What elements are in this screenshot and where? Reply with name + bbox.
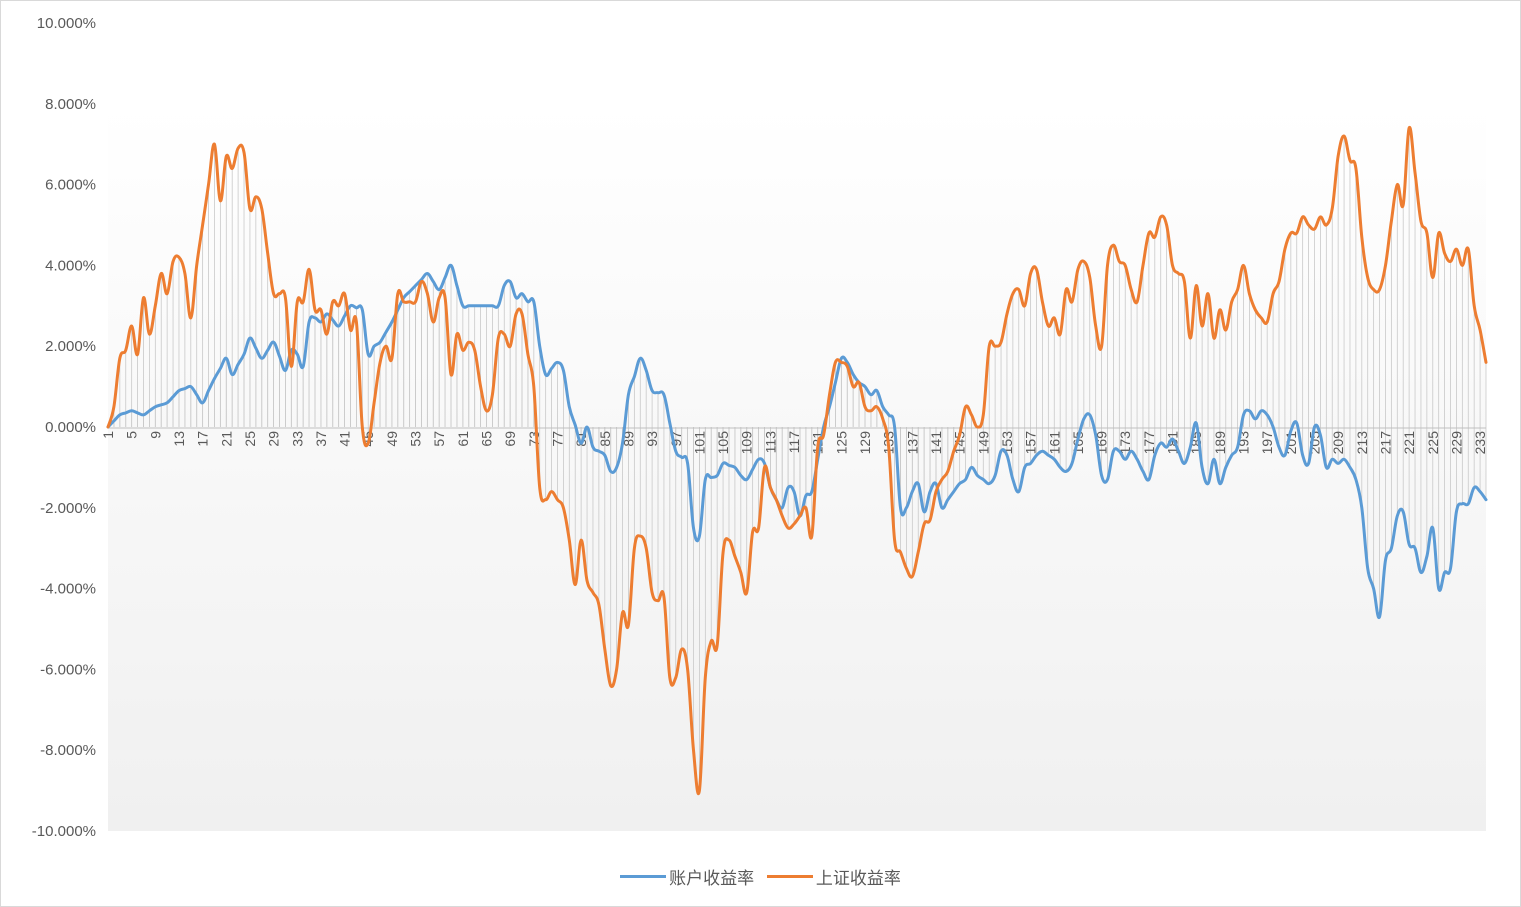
x-tick-label: 109 bbox=[739, 431, 755, 455]
y-tick-label: 0.000% bbox=[45, 419, 96, 436]
x-tick-label: 225 bbox=[1425, 431, 1441, 455]
x-tick-label: 149 bbox=[975, 431, 991, 455]
x-tick-label: 233 bbox=[1472, 431, 1488, 455]
y-tick-label: 8.000% bbox=[45, 96, 96, 113]
x-tick-label: 105 bbox=[715, 431, 731, 455]
x-tick-label: 69 bbox=[502, 431, 518, 447]
x-tick-label: 29 bbox=[266, 431, 282, 447]
x-tick-label: 85 bbox=[597, 431, 613, 447]
x-tick-label: 25 bbox=[242, 431, 258, 447]
y-tick-label: -4.000% bbox=[40, 581, 96, 598]
y-tick-label: -8.000% bbox=[40, 742, 96, 759]
legend-label-account: 账户收益率 bbox=[669, 869, 755, 888]
x-tick-label: 21 bbox=[218, 431, 234, 447]
x-tick-label: 61 bbox=[455, 431, 471, 447]
x-tick-label: 1 bbox=[100, 431, 116, 439]
x-tick-label: 65 bbox=[479, 431, 495, 447]
x-tick-label: 93 bbox=[644, 431, 660, 447]
y-tick-label: 2.000% bbox=[45, 338, 96, 355]
series-line-account bbox=[106, 263, 1488, 620]
series-lines bbox=[106, 126, 1488, 795]
x-tick-label: 229 bbox=[1448, 431, 1464, 455]
x-tick-label: 177 bbox=[1141, 431, 1157, 455]
legend-item-sse: 上证收益率 bbox=[766, 864, 901, 889]
y-axis: -10.000% -8.000% -6.000% -4.000% -2.000% 0.00… bbox=[32, 15, 96, 840]
x-tick-label: 141 bbox=[928, 431, 944, 455]
x-tick-label: 41 bbox=[337, 431, 353, 447]
x-tick-label: 57 bbox=[431, 431, 447, 447]
x-tick-label: 13 bbox=[171, 431, 187, 447]
x-tick-label: 113 bbox=[762, 431, 778, 454]
x-tick-label: 77 bbox=[549, 431, 565, 447]
legend-swatch-sse bbox=[766, 875, 813, 878]
x-axis: 1 5 9 13 17 21 25 29 33 37 41 45 49 53 57 61 65 69 73 77 81 8… bbox=[100, 431, 1488, 455]
legend-label-sse: 上证收益率 bbox=[815, 869, 901, 888]
legend-swatch-account bbox=[620, 875, 667, 878]
x-tick-label: 137 bbox=[904, 431, 920, 455]
y-tick-label: -2.000% bbox=[40, 500, 96, 517]
legend: 账户收益率 上证收益率 bbox=[0, 863, 1521, 889]
drop-lines bbox=[113, 128, 1487, 791]
plot-area-background bbox=[108, 104, 1486, 831]
x-tick-label: 189 bbox=[1212, 431, 1228, 455]
x-tick-label: 213 bbox=[1354, 431, 1370, 455]
x-tick-label: 97 bbox=[668, 431, 684, 447]
y-tick-label: 4.000% bbox=[45, 257, 96, 274]
x-tick-label: 161 bbox=[1046, 431, 1062, 455]
x-tick-label: 33 bbox=[289, 431, 305, 447]
x-tick-label: 37 bbox=[313, 431, 329, 447]
x-tick-label: 197 bbox=[1259, 431, 1275, 455]
y-tick-label: 10.000% bbox=[37, 15, 96, 32]
x-tick-label: 157 bbox=[1023, 431, 1039, 455]
y-tick-label: 6.000% bbox=[45, 177, 96, 194]
x-tick-label: 17 bbox=[195, 431, 211, 447]
x-tick-label: 73 bbox=[526, 431, 542, 447]
x-tick-label: 101 bbox=[691, 431, 707, 455]
x-tick-label: 5 bbox=[124, 431, 140, 439]
x-tick-label: 173 bbox=[1117, 431, 1133, 455]
legend-item-account: 账户收益率 bbox=[620, 864, 754, 889]
x-tick-label: 117 bbox=[786, 431, 802, 454]
x-tick-label: 129 bbox=[857, 431, 873, 455]
x-tick-label: 49 bbox=[384, 431, 400, 447]
x-tick-label: 209 bbox=[1330, 431, 1346, 455]
x-tick-label: 53 bbox=[408, 431, 424, 447]
x-tick-label: 9 bbox=[147, 431, 163, 439]
x-tick-label: 125 bbox=[833, 431, 849, 455]
x-tick-label: 221 bbox=[1401, 431, 1417, 455]
y-tick-label: -6.000% bbox=[40, 661, 96, 678]
x-tick-label: 217 bbox=[1377, 431, 1393, 455]
y-tick-label: -10.000% bbox=[32, 823, 96, 840]
series-line-sse bbox=[106, 126, 1488, 795]
